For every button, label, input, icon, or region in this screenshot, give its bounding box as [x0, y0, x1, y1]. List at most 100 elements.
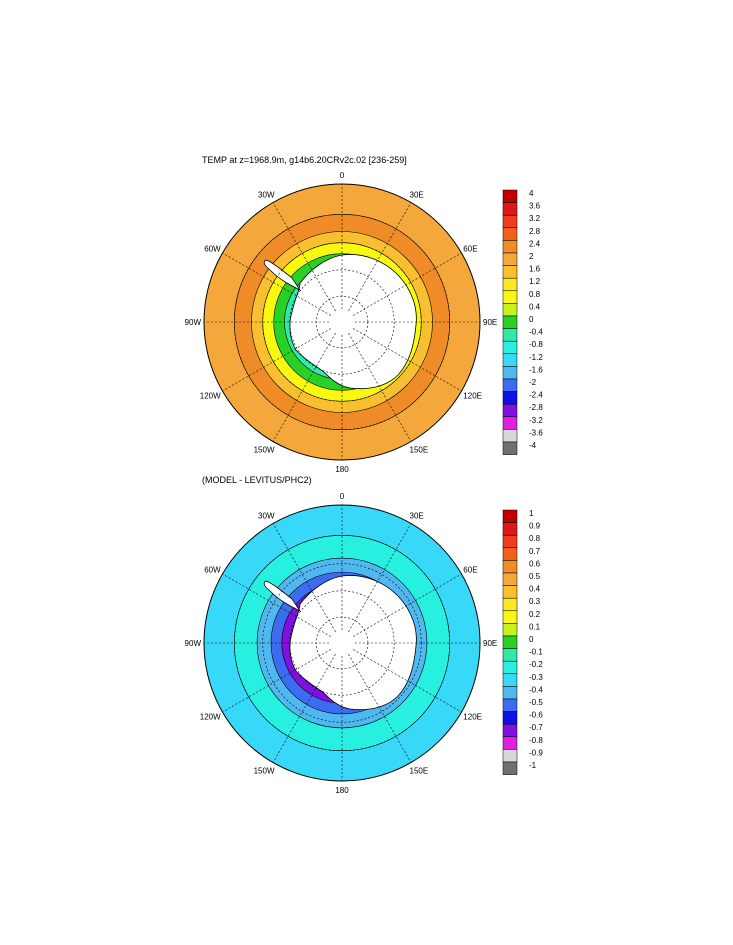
colorbar-swatch — [502, 214, 518, 229]
colorbar-label: -0.3 — [529, 673, 543, 682]
colorbar-swatch — [502, 610, 518, 624]
colorbar-label: -2.4 — [529, 391, 543, 400]
colorbar-label: 0.4 — [529, 585, 541, 594]
colorbar-label: 1 — [529, 509, 534, 518]
colorbar-swatch — [502, 328, 518, 342]
longitude-line — [348, 523, 412, 632]
colorbar-swatch — [502, 340, 518, 355]
colorbar-label: 0.1 — [529, 622, 541, 631]
colorbar-label: -2.8 — [529, 403, 543, 412]
map-panel-difference: (MODEL - LEVITUS/PHC2) 0 30E 60E 90E 120E 150… — [185, 475, 544, 795]
colorbar-swatch — [502, 736, 518, 750]
longitude-line — [353, 649, 462, 713]
colorbar-label: 0.7 — [529, 547, 541, 556]
lon-label: 150W — [254, 445, 275, 454]
colorbar-label: 0 — [529, 315, 534, 324]
lon-label: 120E — [463, 392, 482, 401]
latitude-circle — [289, 269, 395, 375]
colorbar-swatch — [502, 315, 518, 329]
map-boundary — [203, 504, 481, 782]
lon-label: 90E — [483, 318, 497, 327]
longitude-labels: 0 30E 60E 90E 120E 150E 180 150W 120W 90W 60W 30W — [185, 171, 498, 474]
colorbar-swatch — [502, 366, 518, 380]
colorbar-swatch — [502, 509, 518, 523]
lon-label: 60E — [463, 245, 477, 254]
colorbar-label: 0.8 — [529, 534, 541, 543]
lon-label: 60W — [204, 245, 221, 254]
lon-label: 150E — [410, 445, 429, 454]
colorbar-label: 2.8 — [529, 227, 541, 236]
colorbar-label: -2 — [529, 378, 537, 387]
colorbar-swatch — [502, 585, 518, 599]
longitude-line — [348, 654, 412, 763]
latitude-circle — [289, 590, 395, 696]
lon-label: 30E — [410, 191, 424, 200]
longitude-line — [353, 252, 462, 316]
colorbar-swatch — [502, 189, 518, 203]
colorbar-swatch — [502, 547, 518, 561]
map-graticule — [204, 505, 480, 781]
colorbar-swatch — [502, 749, 518, 763]
lon-label: 180 — [335, 465, 349, 474]
colorbar-swatch — [502, 303, 518, 317]
colorbar-swatch — [502, 648, 518, 662]
longitude-line — [353, 328, 462, 392]
lon-label: 120W — [200, 392, 221, 401]
colorbar-label: -1 — [529, 761, 537, 770]
colorbar-label: -0.1 — [529, 648, 543, 657]
colorbar-swatch — [502, 240, 518, 254]
longitude-line — [222, 573, 331, 637]
longitude-labels: 0 30E 60E 90E 120E 150E 180 150W 120W 90W 60W 30W — [185, 492, 498, 795]
colorbar-difference: 1 0.9 0.8 0.7 0.6 0.5 0.4 0.3 0.2 0.1 0 -0.1 -0.2 -0.… — [502, 509, 543, 775]
colorbar-swatch — [502, 202, 518, 216]
lon-label: 180 — [335, 786, 349, 795]
colorbar-swatch — [502, 227, 518, 241]
colorbar-label: 2 — [529, 252, 534, 261]
antarctic-peninsula — [263, 259, 302, 292]
lon-label: 0 — [340, 492, 345, 501]
colorbar-swatch — [502, 403, 518, 418]
colorbar-swatch — [502, 391, 518, 405]
lon-label: 60W — [204, 566, 221, 575]
longitude-line — [272, 523, 336, 632]
colorbar-label: 2.4 — [529, 239, 541, 248]
colorbar-swatch — [502, 761, 518, 775]
colorbar-label: 1.2 — [529, 277, 541, 286]
lon-label: 120W — [200, 713, 221, 722]
colorbar-label: -1.6 — [529, 365, 543, 374]
colorbar-label: -1.2 — [529, 353, 543, 362]
longitude-line — [353, 573, 462, 637]
colorbar-label: -0.9 — [529, 748, 543, 757]
colorbar-label: 4 — [529, 189, 534, 198]
lon-label: 60E — [463, 566, 477, 575]
colorbar-swatch — [502, 635, 518, 649]
colorbar-label: -0.4 — [529, 685, 543, 694]
colorbar-swatch — [502, 441, 518, 455]
colorbar-label: -4 — [529, 441, 537, 450]
map-boundary — [203, 183, 481, 461]
colorbar-swatch — [502, 711, 518, 725]
colorbar-label: -3.6 — [529, 428, 543, 437]
longitude-line — [272, 654, 336, 763]
lon-label: 30E — [410, 512, 424, 521]
antarctic-peninsula — [263, 580, 302, 613]
colorbar-label: -0.2 — [529, 660, 543, 669]
map-title-temperature: TEMP at z=1968.9m, g14b6.20CRv2c.02 [236… — [202, 155, 407, 165]
colorbar-label: 0.2 — [529, 610, 541, 619]
colorbar-label: 0.8 — [529, 290, 541, 299]
colorbar-label: -0.5 — [529, 698, 543, 707]
colorbar-label: 1.6 — [529, 265, 541, 274]
latitude-circle — [262, 242, 422, 402]
colorbar-swatch — [502, 252, 518, 266]
colorbar-swatch — [502, 534, 518, 549]
colorbar-label: 0.4 — [529, 302, 541, 311]
lon-label: 0 — [340, 171, 345, 180]
colorbar-label: -0.6 — [529, 711, 543, 720]
colorbar-label: -0.8 — [529, 736, 543, 745]
longitude-line — [348, 333, 412, 442]
longitude-line — [272, 333, 336, 442]
colorbar-swatch — [502, 353, 518, 367]
colorbar-swatch — [502, 686, 518, 700]
latitude-circle — [234, 534, 450, 751]
